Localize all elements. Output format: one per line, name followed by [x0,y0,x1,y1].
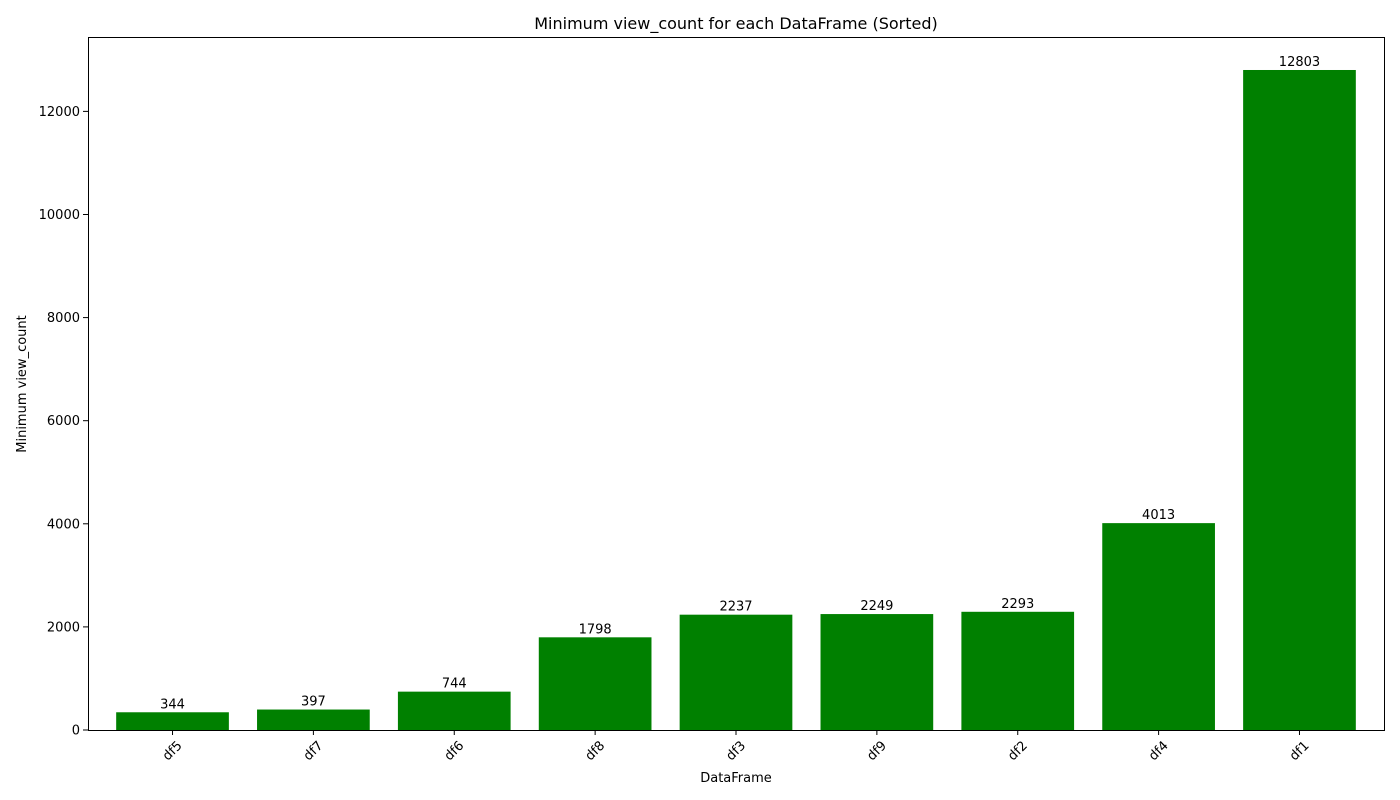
y-tick-label-10000: 10000 [39,208,80,223]
data-label-df4: 4013 [1142,508,1175,523]
y-tick-label-8000: 8000 [47,311,80,326]
bar-df4 [1102,523,1215,730]
x-tick-label-df9: df9 [864,738,890,764]
data-label-df7: 397 [301,695,326,710]
bar-df2 [961,611,1075,730]
bar-df5 [116,712,229,730]
x-tick-label-df5: df5 [160,738,186,764]
y-tick-label-4000: 4000 [47,517,80,532]
x-tick-label-df7: df7 [301,738,327,764]
y-axis: 0 2000 4000 6000 8000 10000 12000 [39,105,88,739]
bar-df7 [257,709,370,730]
data-label-df1: 12803 [1279,55,1320,70]
data-labels-group: 344 397 744 1798 2237 2249 2293 4013 12803 [160,55,1320,712]
data-label-df6: 744 [442,677,467,692]
y-tick-label-0: 0 [72,724,80,739]
data-label-df5: 344 [160,697,185,712]
bar-df1 [1243,69,1356,731]
data-label-df3: 2237 [719,600,752,615]
y-tick-label-12000: 12000 [39,105,80,120]
y-tick-label-6000: 6000 [47,414,80,429]
x-axis-label: DataFrame [700,771,772,786]
y-axis-label: Minimum view_count [15,315,30,453]
bar-df8 [538,637,652,730]
x-tick-label-df4: df4 [1146,738,1172,764]
data-label-df8: 1798 [579,622,612,637]
chart-title: Minimum view_count for each DataFrame (S… [534,14,937,34]
x-axis: df5 df7 df6 df8 df3 df9 df2 df4 df1 [160,730,1313,764]
x-tick-label-df3: df3 [724,738,750,764]
x-tick-label-df1: df1 [1287,738,1313,764]
data-label-df2: 2293 [1001,597,1034,612]
data-label-df9: 2249 [860,599,893,614]
bar-df6 [397,691,511,730]
plot-frame [88,37,1385,731]
bar-df3 [679,614,793,730]
bars-group [116,69,1356,731]
y-tick-label-2000: 2000 [47,620,80,635]
x-tick-label-df8: df8 [583,738,609,764]
x-tick-label-df2: df2 [1005,738,1031,764]
bar-df9 [820,614,934,730]
x-tick-label-df6: df6 [442,738,468,764]
